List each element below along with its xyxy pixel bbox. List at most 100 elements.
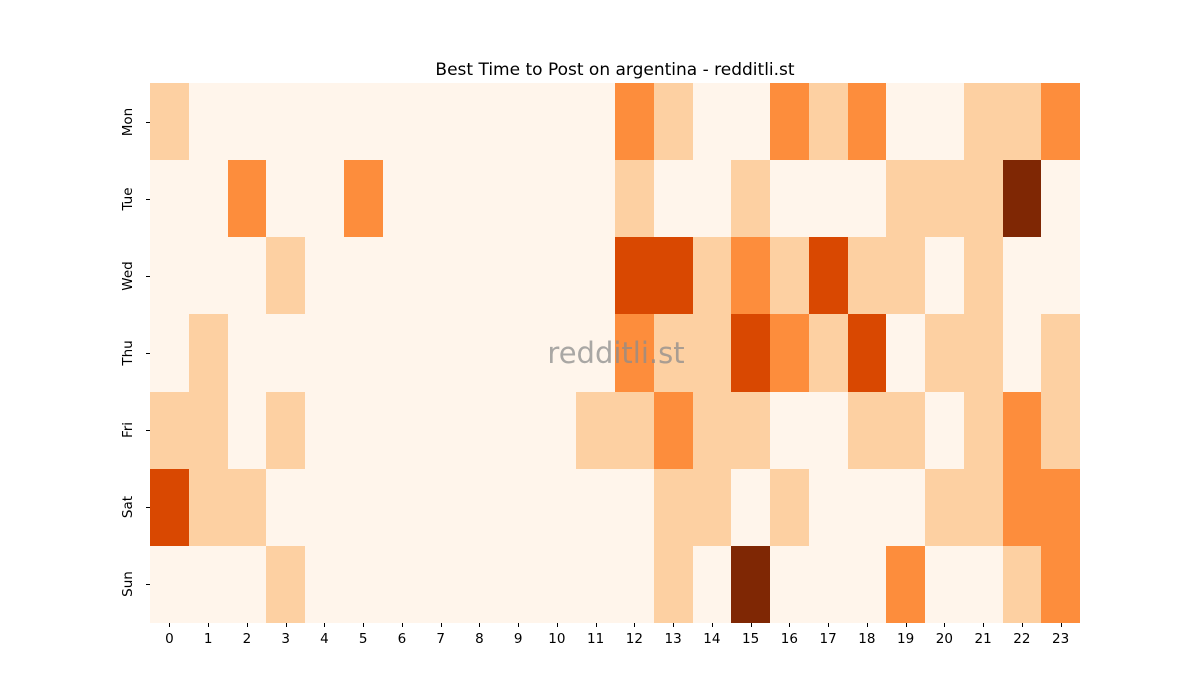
x-tick-label: 22 xyxy=(1013,631,1031,647)
heatmap-cell xyxy=(847,468,887,546)
heatmap-cell xyxy=(305,468,344,546)
y-tick-label: Mon xyxy=(120,107,136,136)
heatmap-cell xyxy=(498,237,538,315)
heatmap-cell xyxy=(150,314,189,392)
heatmap-cell xyxy=(770,314,809,392)
heatmap-cell xyxy=(615,160,654,238)
x-tick-mark xyxy=(983,623,985,627)
heatmap-cell xyxy=(925,545,964,623)
heatmap-cell xyxy=(808,83,848,161)
y-tick-mark xyxy=(146,275,150,277)
heatmap-cell xyxy=(770,237,809,315)
heatmap-cell xyxy=(925,83,964,161)
heatmap-cell xyxy=(886,314,925,392)
heatmap-cell xyxy=(963,545,1003,623)
x-tick-mark xyxy=(246,623,248,627)
heatmap-cell xyxy=(460,391,499,469)
heatmap-cell xyxy=(692,160,732,238)
heatmap-cell xyxy=(266,545,305,623)
heatmap-cell xyxy=(421,160,460,238)
heatmap-cell xyxy=(886,83,925,161)
x-tick-mark xyxy=(595,623,597,627)
heatmap-cell xyxy=(1002,545,1042,623)
heatmap-cell xyxy=(188,468,228,546)
x-tick-mark xyxy=(401,623,403,627)
heatmap-cell xyxy=(150,391,189,469)
x-tick-mark xyxy=(1021,623,1023,627)
heatmap-cell xyxy=(1041,83,1080,161)
heatmap-cell xyxy=(692,83,732,161)
x-tick-label: 5 xyxy=(358,631,368,647)
heatmap-cell xyxy=(1002,237,1042,315)
heatmap-cell xyxy=(343,468,383,546)
heatmap-cell xyxy=(847,83,887,161)
heatmap-cell xyxy=(847,545,887,623)
heatmap-cell xyxy=(692,391,732,469)
heatmap-cell xyxy=(460,237,499,315)
x-tick-label: 20 xyxy=(935,631,953,647)
x-tick-mark xyxy=(285,623,287,627)
heatmap-cell xyxy=(653,391,693,469)
heatmap-cell xyxy=(963,160,1003,238)
y-tick-mark xyxy=(146,198,150,200)
heatmap-cell xyxy=(692,237,732,315)
heatmap-cell xyxy=(770,391,809,469)
heatmap-cell xyxy=(537,237,577,315)
heatmap-cell xyxy=(537,468,577,546)
heatmap-cell xyxy=(227,314,267,392)
y-tick-mark xyxy=(146,353,150,354)
x-tick-mark xyxy=(905,623,907,627)
heatmap-cell xyxy=(421,545,460,623)
y-tick-mark xyxy=(146,584,150,586)
x-tick-label: 3 xyxy=(281,631,290,647)
heatmap-cell xyxy=(731,391,770,469)
x-tick-label: 11 xyxy=(587,631,605,647)
heatmap-cell xyxy=(382,314,422,392)
heatmap-cell xyxy=(770,83,809,161)
heatmap-cell xyxy=(925,314,964,392)
heatmap-cell xyxy=(460,83,499,161)
heatmap-cell xyxy=(227,83,267,161)
heatmap-cell xyxy=(188,314,228,392)
x-tick-mark xyxy=(789,623,791,627)
y-tick-mark xyxy=(146,121,150,123)
heatmap-cell xyxy=(498,314,538,392)
heatmap-cell xyxy=(460,314,499,392)
heatmap-cell xyxy=(692,545,732,623)
heatmap-cell xyxy=(188,391,228,469)
heatmap-cell xyxy=(653,237,693,315)
heatmap-cell xyxy=(460,160,499,238)
heatmap-cell xyxy=(615,237,654,315)
heatmap-cell xyxy=(227,160,267,238)
heatmap-cell xyxy=(150,160,189,238)
heatmap-cell xyxy=(692,468,732,546)
x-tick-label: 21 xyxy=(974,631,992,647)
x-tick-label: 10 xyxy=(548,631,566,647)
heatmap-cell xyxy=(382,160,422,238)
x-tick-mark xyxy=(944,623,946,627)
x-tick-label: 17 xyxy=(819,631,837,647)
heatmap-cell xyxy=(1002,160,1042,238)
heatmap-cell xyxy=(537,83,577,161)
x-tick-label: 13 xyxy=(664,631,682,647)
heatmap-cell xyxy=(305,237,344,315)
heatmap-cell xyxy=(731,314,770,392)
heatmap-cell xyxy=(808,314,848,392)
heatmap-cell xyxy=(305,391,344,469)
y-tick-label: Wed xyxy=(120,261,136,291)
heatmap-cell xyxy=(305,160,344,238)
heatmap-cell xyxy=(343,391,383,469)
heatmap-cell xyxy=(1041,545,1080,623)
heatmap-cell xyxy=(537,314,577,392)
heatmap-cell xyxy=(150,83,189,161)
x-tick-label: 9 xyxy=(513,631,523,647)
heatmap-cell xyxy=(963,468,1003,546)
x-tick-mark xyxy=(711,623,713,627)
heatmap-cell xyxy=(615,391,654,469)
heatmap-cell xyxy=(266,468,305,546)
heatmap-cell xyxy=(963,314,1003,392)
x-tick-mark xyxy=(828,623,830,627)
heatmap-cell xyxy=(382,83,422,161)
heatmap-cell xyxy=(770,545,809,623)
heatmap-cell xyxy=(808,468,848,546)
